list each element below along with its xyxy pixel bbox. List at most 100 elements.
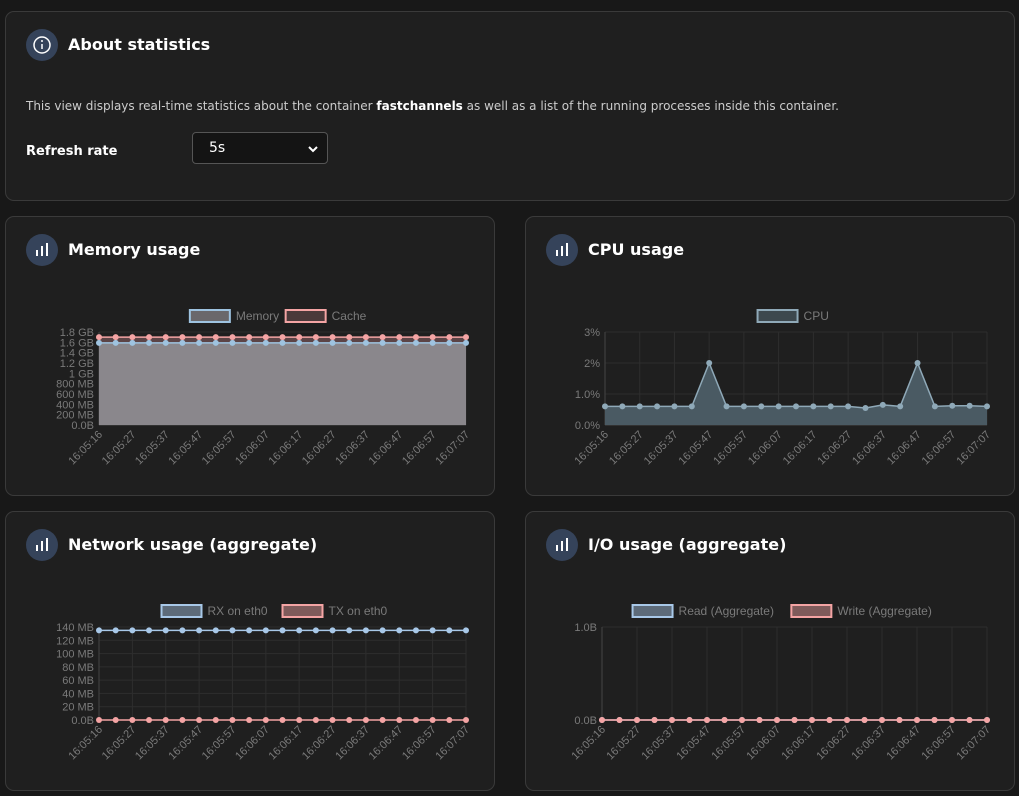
x-tick-label: 16:05:47 [674, 724, 713, 763]
point [146, 339, 153, 346]
point [96, 339, 102, 346]
point [212, 627, 219, 634]
point [463, 339, 469, 346]
point [446, 627, 453, 634]
x-tick-label: 16:05:27 [100, 429, 139, 468]
y-tick-label: 140 MB [56, 622, 94, 634]
point [312, 339, 319, 346]
legend-swatch [160, 604, 203, 618]
legend-swatch [631, 604, 674, 618]
refresh-select[interactable]: 5s [192, 132, 328, 164]
point [704, 717, 710, 723]
chart-panel: I/O usage (aggregate) 0.0B 1.0B 16:05:16 16:… [525, 511, 1015, 791]
point [879, 401, 886, 408]
point [279, 717, 286, 723]
point [429, 339, 436, 346]
point [296, 334, 303, 341]
point [329, 339, 336, 346]
y-tick-label: 1.2 GB [60, 358, 94, 370]
desc-text: This view displays real-time statistics … [26, 99, 377, 113]
x-tick-label: 16:05:16 [66, 724, 105, 763]
point [96, 627, 102, 634]
point [96, 334, 102, 341]
y-tick-label: 600 MB [56, 389, 94, 401]
point [758, 403, 765, 410]
point [279, 334, 286, 341]
point [379, 627, 386, 634]
point [396, 334, 403, 341]
x-tick-label: 16:06:57 [400, 429, 439, 468]
point [861, 717, 868, 723]
x-tick-label: 16:06:57 [400, 724, 439, 763]
y-tick-label: 800 MB [56, 379, 94, 391]
chart: 0.0B 1.0B 16:05:1616:05:2716:05:3716:05:47… [569, 604, 993, 763]
point [229, 627, 236, 634]
container-name: fastchannels [376, 99, 463, 113]
x-tick-label: 16:06:17 [779, 724, 818, 763]
point [179, 334, 186, 341]
legend-swatch [188, 309, 231, 323]
point [146, 334, 153, 341]
x-tick-label: 16:05:57 [200, 429, 239, 468]
x-tick-label: 16:06:27 [814, 724, 853, 763]
point [146, 717, 153, 723]
point [827, 403, 834, 410]
x-tick-label: 16:07:07 [433, 429, 472, 468]
point [246, 334, 253, 341]
point [296, 627, 303, 634]
legend-label: Memory [236, 309, 279, 323]
point [362, 627, 369, 634]
point [129, 627, 136, 634]
point [212, 717, 219, 723]
chart: 0.0%1.0%2%3%16:05:1616:05:2716:05:3716:0… [572, 309, 993, 468]
legend-label: CPU [804, 309, 829, 323]
x-tick-label: 16:05:47 [677, 429, 716, 468]
area [605, 363, 987, 425]
point [329, 717, 336, 723]
x-tick-label: 16:06:37 [849, 724, 888, 763]
point [296, 339, 303, 346]
x-tick-label: 16:06:47 [367, 429, 406, 468]
y-tick-label: 1.6 GB [60, 337, 94, 349]
point [346, 334, 353, 341]
desc-text: as well as a list of the running process… [462, 99, 839, 113]
x-tick-label: 16:05:16 [569, 724, 608, 763]
y-tick-label: 1.4 GB [60, 348, 94, 360]
point [429, 334, 436, 341]
point [362, 334, 369, 341]
point [179, 627, 186, 634]
y-tick-label: 1 GB [69, 368, 94, 380]
point [229, 717, 236, 723]
point [845, 403, 852, 410]
x-tick-label: 16:05:37 [642, 429, 681, 468]
legend-label: Cache [332, 309, 367, 323]
y-tick-label: 80 MB [62, 662, 94, 674]
x-tick-label: 16:05:37 [133, 429, 172, 468]
point [897, 403, 904, 410]
legend-swatch [281, 604, 324, 618]
point [739, 717, 745, 723]
point [396, 339, 403, 346]
point [396, 717, 403, 723]
chart-title: I/O usage (aggregate) [588, 535, 787, 554]
chart-panel: CPU usage 0.0% 1.0% 2% 3% 16:05:16 16:05:27 16:… [525, 216, 1015, 496]
y-tick-label: 60 MB [62, 675, 94, 687]
point [196, 334, 203, 341]
x-tick-label: 16:07:07 [954, 429, 993, 468]
y-tick-label: 200 MB [56, 410, 94, 422]
point [862, 404, 869, 411]
point [346, 627, 353, 634]
point [914, 717, 920, 723]
legend-swatch [756, 309, 799, 323]
point [429, 717, 436, 723]
x-tick-label: 16:05:37 [133, 724, 172, 763]
x-tick-label: 16:06:57 [919, 724, 958, 763]
point [379, 334, 386, 341]
x-tick-label: 16:06:57 [920, 429, 959, 468]
x-tick-label: 16:05:37 [639, 724, 678, 763]
point [212, 334, 219, 341]
point [129, 339, 136, 346]
point [196, 717, 203, 723]
point [463, 334, 469, 341]
